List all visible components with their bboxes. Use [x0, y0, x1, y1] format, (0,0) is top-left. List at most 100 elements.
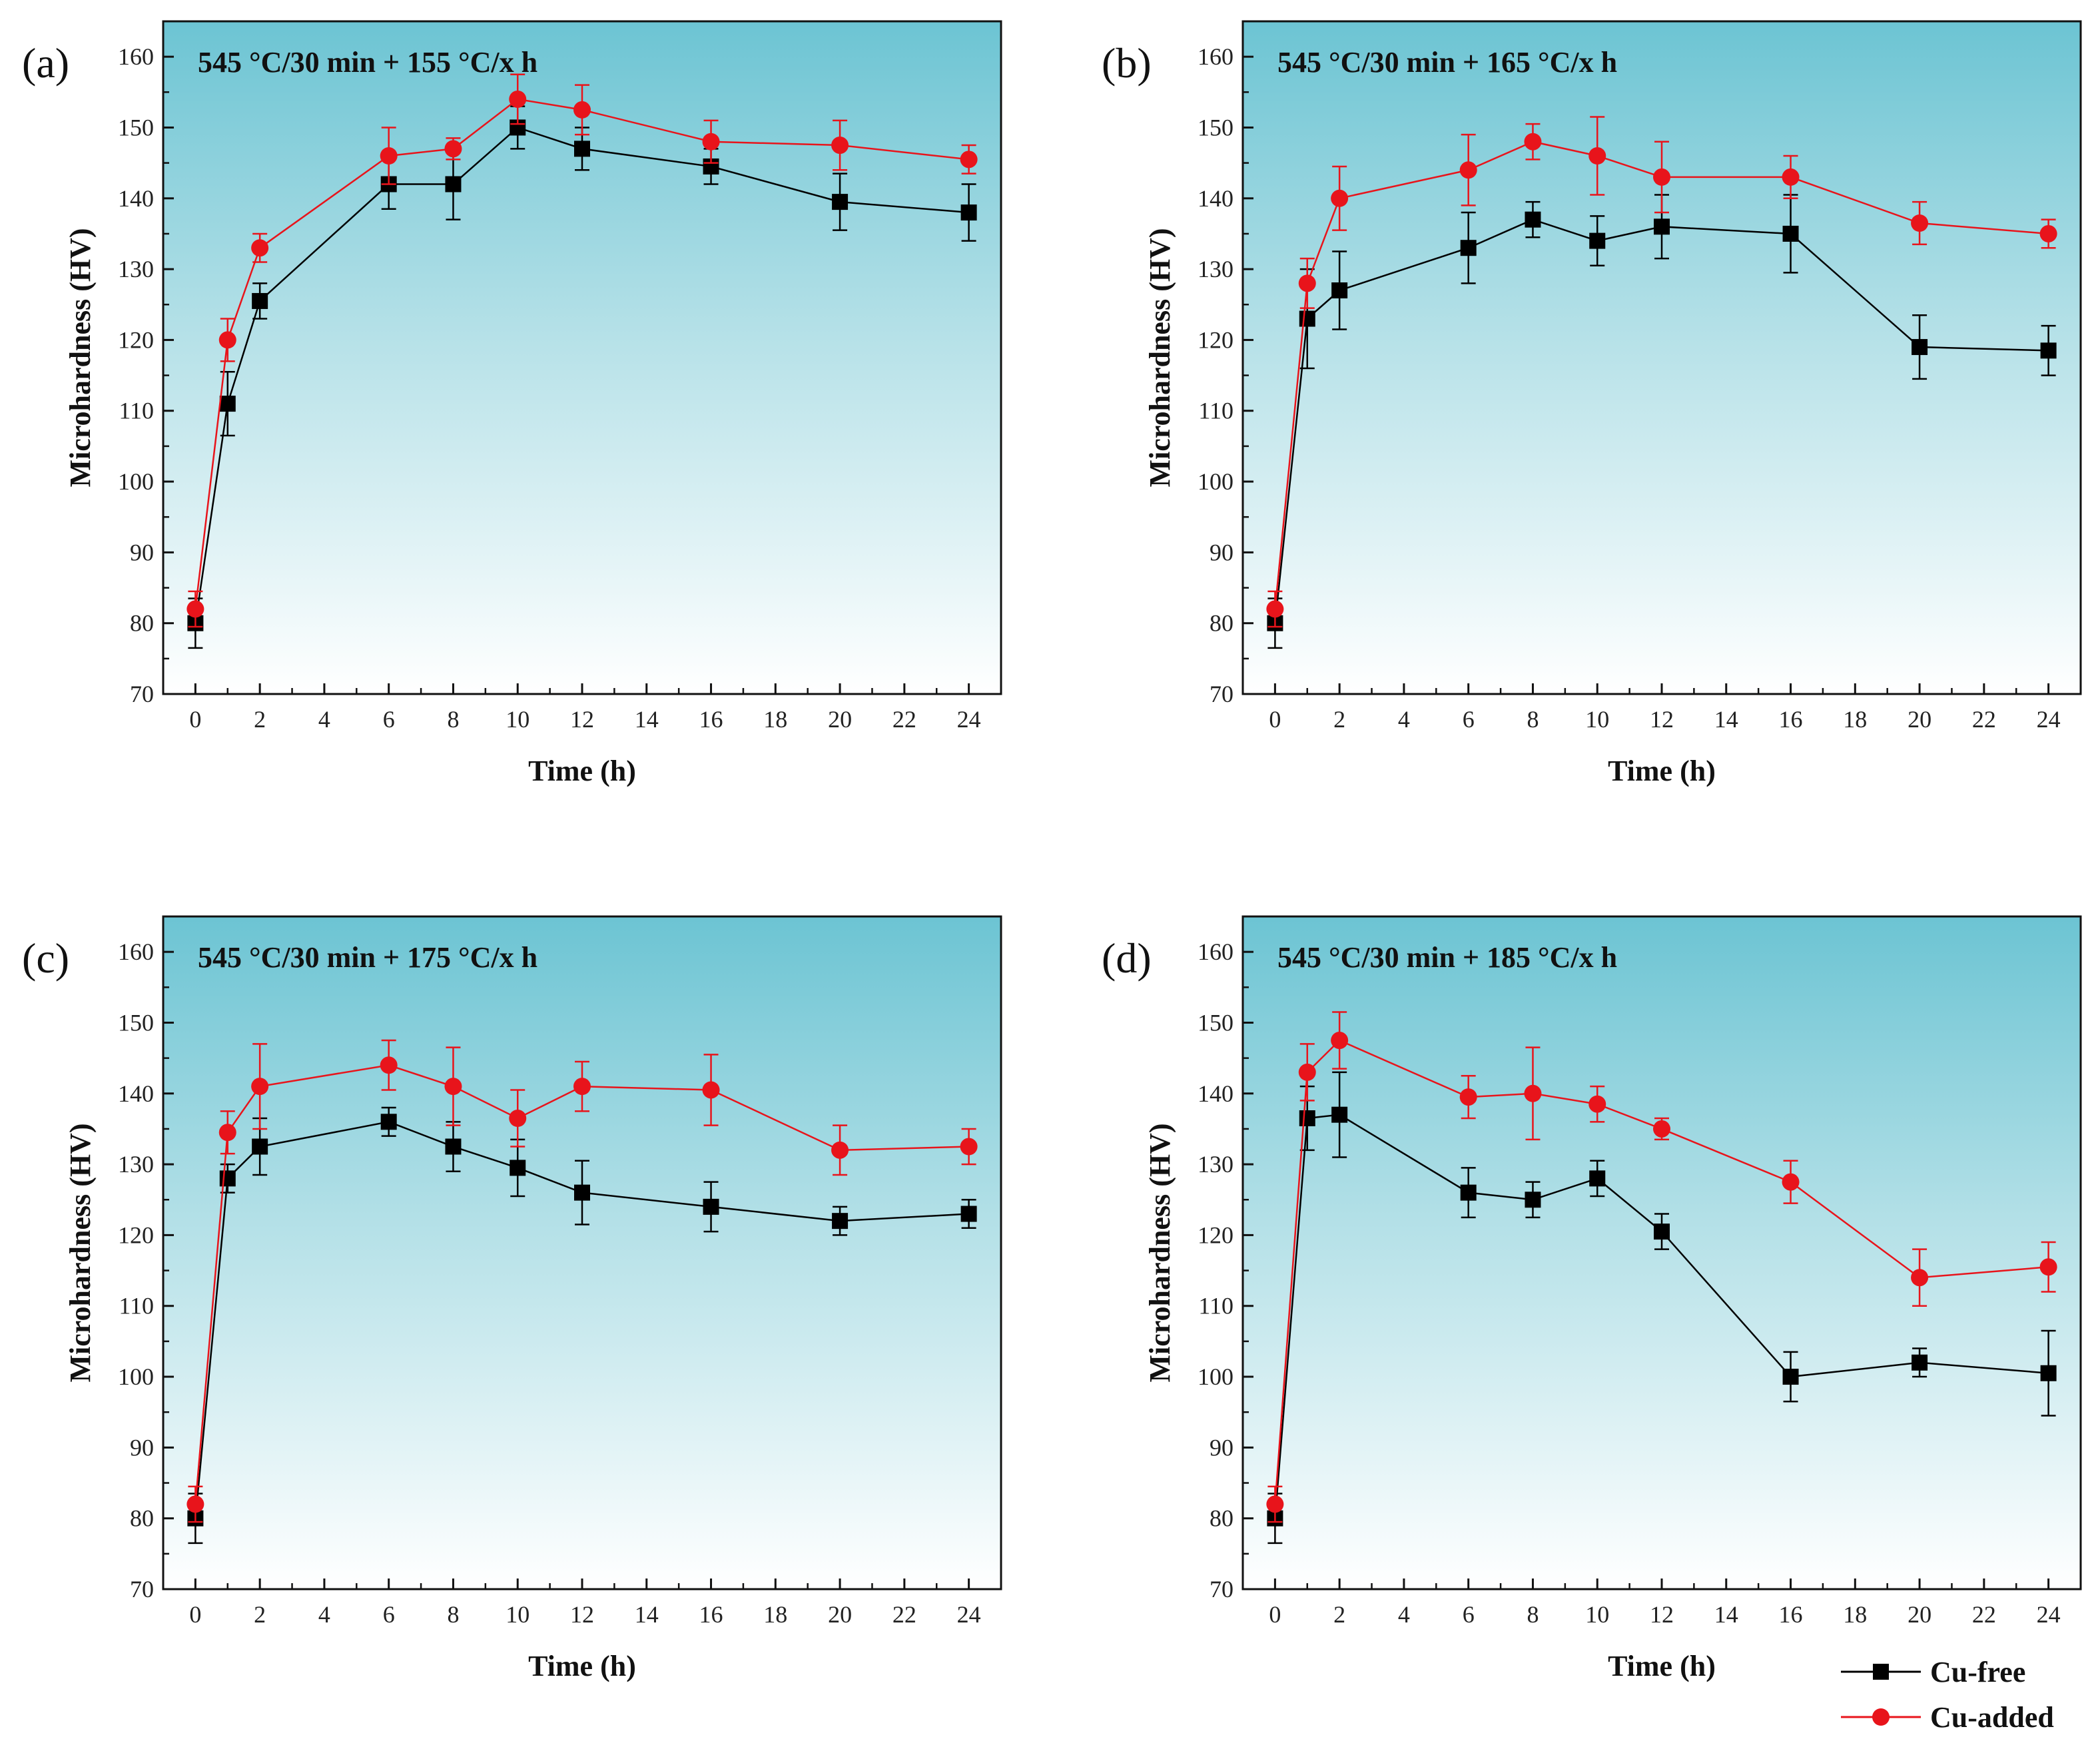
- y-tick-label: 130: [118, 256, 154, 282]
- series-cu-added: [186, 1039, 978, 1523]
- legend-label-cu-free: Cu-free: [1930, 1656, 2025, 1688]
- x-tick-label: 16: [1779, 1601, 1803, 1628]
- x-tick-label: 16: [699, 1601, 723, 1628]
- plot-background: [1243, 916, 2081, 1589]
- y-tick-label: 110: [1198, 398, 1233, 424]
- x-tick-label: 22: [1972, 706, 1996, 733]
- y-tick-label: 150: [1198, 114, 1233, 141]
- data-point: [1588, 1095, 1606, 1113]
- panel-label: (b): [1102, 39, 1152, 87]
- series-line: [1274, 1039, 2049, 1505]
- x-tick-label: 14: [1714, 1601, 1738, 1628]
- y-tick-label: 140: [118, 1080, 154, 1107]
- x-tick-label: 0: [189, 1601, 201, 1628]
- panel-title: 545 °C/30 min + 165 °C/x h: [1277, 46, 1617, 79]
- y-tick-label: 150: [1198, 1009, 1233, 1036]
- x-tick-label: 0: [1269, 1601, 1281, 1628]
- y-tick-label: 100: [118, 468, 154, 495]
- data-point: [380, 1056, 398, 1074]
- x-tick-label: 10: [1585, 706, 1609, 733]
- plot-frame: [162, 915, 1002, 1590]
- plot-background: [163, 916, 1001, 1589]
- x-tick-label: 6: [1463, 1601, 1475, 1628]
- data-point: [2039, 1258, 2057, 1276]
- y-tick-label: 160: [1198, 938, 1233, 965]
- series-cu-free: [1267, 1071, 2057, 1545]
- data-point: [1782, 1369, 1799, 1385]
- data-point: [574, 1184, 590, 1201]
- y-tick-label: 100: [1198, 1363, 1233, 1390]
- data-point: [1331, 282, 1348, 298]
- data-point: [218, 331, 236, 349]
- series-cu-added: [1266, 1011, 2057, 1523]
- data-point: [218, 1124, 236, 1142]
- panel-title: 545 °C/30 min + 155 °C/x h: [198, 46, 537, 79]
- data-point: [1459, 1088, 1477, 1106]
- panel-label: (a): [22, 39, 69, 87]
- series-cu-added: [1266, 116, 2057, 628]
- y-tick-label: 80: [130, 1505, 154, 1532]
- x-tick-label: 10: [506, 1601, 529, 1628]
- y-tick-label: 80: [1210, 610, 1233, 637]
- y-tick-label: 160: [118, 938, 154, 965]
- legend-label-cu-added: Cu-added: [1930, 1701, 2054, 1734]
- data-point: [1589, 1170, 1606, 1187]
- data-point: [1782, 1173, 1800, 1191]
- x-tick-label: 2: [254, 706, 266, 733]
- data-point: [1460, 240, 1477, 256]
- y-tick-label: 110: [119, 398, 154, 424]
- x-tick-label: 18: [763, 706, 787, 733]
- data-point: [445, 1138, 462, 1155]
- data-point: [219, 396, 236, 412]
- y-tick-label: 130: [1198, 1151, 1233, 1178]
- data-point: [1331, 189, 1349, 207]
- data-point: [186, 600, 204, 618]
- x-tick-label: 2: [1333, 706, 1345, 733]
- x-tick-label: 18: [763, 1601, 787, 1628]
- y-axis-title: Microhardness (HV): [64, 228, 97, 487]
- data-point: [444, 1078, 462, 1096]
- data-point: [1331, 1106, 1348, 1123]
- x-tick-label: 22: [1972, 1601, 1996, 1628]
- panel-label: (d): [1102, 934, 1152, 982]
- x-tick-label: 24: [957, 1601, 981, 1628]
- data-point: [510, 1160, 526, 1176]
- data-point: [1912, 339, 1928, 356]
- x-tick-label: 6: [383, 706, 395, 733]
- y-tick-label: 120: [1198, 326, 1233, 353]
- x-tick-label: 8: [1527, 706, 1539, 733]
- x-tick-label: 12: [570, 1601, 594, 1628]
- data-point: [573, 101, 591, 119]
- series-line: [194, 98, 969, 609]
- y-tick-label: 80: [1210, 1505, 1233, 1532]
- data-point: [380, 147, 398, 165]
- data-point: [1266, 1495, 1284, 1513]
- data-point: [1588, 147, 1606, 165]
- data-point: [1653, 1120, 1670, 1138]
- panel-title: 545 °C/30 min + 185 °C/x h: [1277, 941, 1617, 974]
- x-tick-label: 22: [892, 1601, 916, 1628]
- series-line: [194, 1064, 969, 1505]
- y-axis-title: Microhardness (HV): [1144, 228, 1176, 487]
- data-point: [445, 176, 462, 192]
- data-point: [1525, 1192, 1541, 1208]
- x-tick-label: 4: [318, 706, 330, 733]
- x-tick-label: 0: [189, 706, 201, 733]
- data-point: [1524, 1084, 1542, 1102]
- plot-frame: [1241, 20, 2082, 695]
- y-tick-label: 130: [1198, 256, 1233, 282]
- y-tick-label: 110: [119, 1293, 154, 1319]
- data-point: [1911, 214, 1929, 232]
- data-point: [1299, 1110, 1315, 1126]
- data-point: [251, 1078, 269, 1096]
- x-tick-label: 14: [635, 1601, 659, 1628]
- data-point: [831, 137, 849, 155]
- data-point: [960, 1206, 977, 1222]
- data-point: [703, 1198, 719, 1215]
- x-tick-label: 12: [1650, 1601, 1674, 1628]
- y-tick-label: 160: [118, 43, 154, 70]
- y-tick-label: 90: [130, 1434, 154, 1461]
